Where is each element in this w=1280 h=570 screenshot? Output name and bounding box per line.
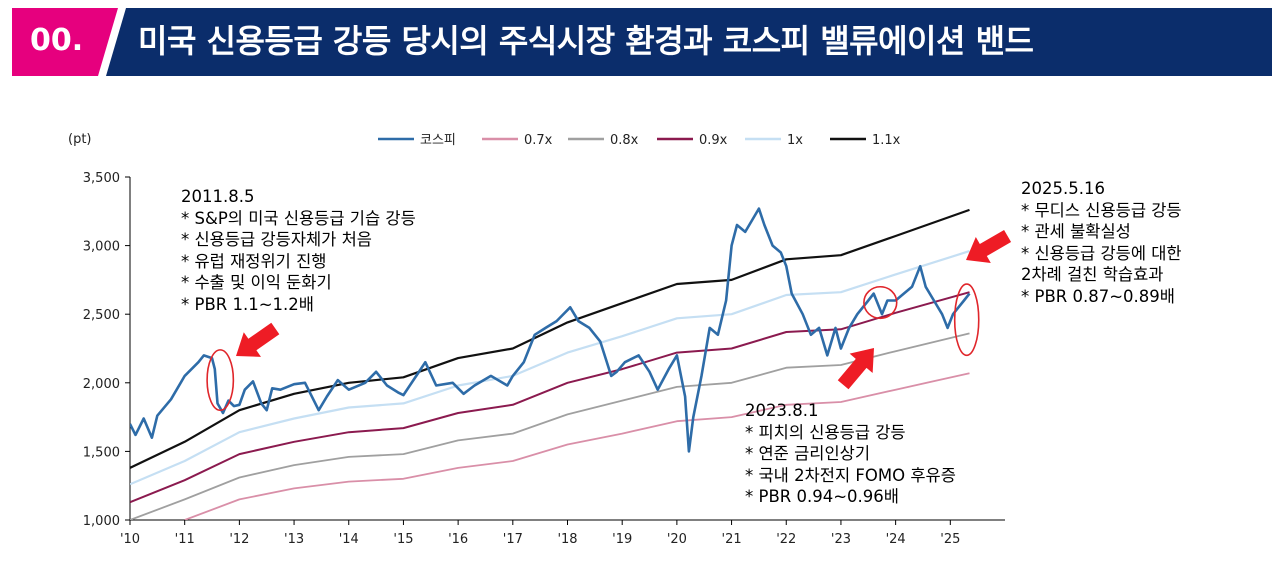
annotation-line: * 수출 및 이익 둔화기 — [181, 273, 332, 293]
annotation-line: * 신용등급 강등자체가 처음 — [181, 230, 372, 250]
legend-label: 1.1x — [872, 133, 901, 148]
page-title: 미국 신용등급 강등 당시의 주식시장 환경과 코스피 밸류에이션 밴드 — [138, 22, 1034, 60]
y-unit-label: (pt) — [68, 132, 92, 147]
annotation-2023: 2023.8.1 * 피치의 신용등급 강등 * 연준 금리인상기 * 국내 2… — [745, 400, 956, 508]
annotation-line: * 관세 불확실성 — [1021, 222, 1131, 242]
annotation-line: 2011.8.5 — [181, 187, 255, 206]
series-line-08x — [130, 332, 970, 520]
x-tick-label: '16 — [448, 532, 468, 547]
legend-label: 1x — [787, 133, 803, 148]
arrow-2025 — [966, 229, 1012, 263]
legend-label: 0.9x — [699, 133, 728, 148]
y-tick-label: 1,500 — [83, 445, 120, 460]
annotation-line: * S&P의 미국 신용등급 기습 강등 — [181, 208, 416, 228]
x-tick-label: '22 — [776, 532, 796, 547]
highlight-ellipse — [206, 349, 235, 412]
section-number: 00. — [30, 23, 84, 58]
annotation-line: * 유럽 재정위기 진행 — [181, 251, 327, 271]
x-tick-label: '14 — [339, 532, 359, 547]
series-line-07x — [184, 372, 970, 520]
annotation-line: 2025.5.16 — [1021, 179, 1105, 198]
arrow-shape — [236, 322, 280, 357]
x-tick-label: '13 — [284, 532, 304, 547]
x-tick-label: '11 — [175, 532, 195, 547]
x-tick-label: '12 — [229, 532, 249, 547]
annotation-line: * PBR 0.87~0.89배 — [1021, 286, 1175, 306]
annotation-line: * PBR 1.1~1.2배 — [181, 294, 314, 314]
header-background — [12, 8, 1272, 76]
arrow-2011 — [236, 322, 280, 357]
header-bar: 00. 미국 신용등급 강등 당시의 주식시장 환경과 코스피 밸류에이션 밴드 — [0, 0, 1280, 82]
series-line-코스피 — [130, 207, 971, 453]
annotation-line: * 국내 2차전지 FOMO 후유증 — [745, 465, 956, 485]
highlight-ellipse — [863, 285, 898, 320]
x-tick-label: '20 — [667, 532, 687, 547]
annotation-2025: 2025.5.16 * 무디스 신용등급 강등 * 관세 불확실성 * 신용등급… — [1021, 178, 1182, 308]
x-tick-label: '18 — [557, 532, 577, 547]
x-tick-label: '15 — [393, 532, 413, 547]
x-tick-label: '10 — [120, 532, 140, 547]
annotation-line: * 신용등급 강등에 대한 — [1021, 243, 1182, 263]
x-tick-label: '19 — [612, 532, 632, 547]
annotation-line: 2023.8.1 — [745, 401, 819, 420]
arrow-2023 — [837, 348, 874, 390]
y-tick-label: 1,000 — [83, 514, 120, 529]
arrow-shape — [837, 348, 874, 390]
series-line-1x — [130, 250, 970, 486]
legend-label: 0.8x — [610, 133, 639, 148]
x-tick-label: '23 — [831, 532, 851, 547]
x-tick-label: '25 — [940, 532, 960, 547]
annotation-line: * PBR 0.94~0.96배 — [745, 487, 899, 507]
annotation-2011: 2011.8.5 * S&P의 미국 신용등급 기습 강등 * 신용등급 강등자… — [181, 186, 416, 316]
legend-label: 코스피 — [420, 133, 456, 148]
x-tick-label: '24 — [886, 532, 906, 547]
annotation-line: * 무디스 신용등급 강등 — [1021, 200, 1182, 220]
y-tick-label: 3,500 — [83, 171, 120, 186]
annotation-line: 2차례 걸친 학습효과 — [1021, 265, 1164, 285]
x-tick-label: '21 — [722, 532, 742, 547]
x-tick-label: '17 — [503, 532, 523, 547]
y-tick-label: 3,000 — [83, 240, 120, 255]
y-tick-label: 2,000 — [83, 377, 120, 392]
annotation-line: * 연준 금리인상기 — [745, 444, 870, 464]
y-tick-label: 2,500 — [83, 308, 120, 323]
legend-label: 0.7x — [524, 133, 553, 148]
series-line-09x — [130, 291, 970, 504]
highlight-ellipse — [953, 283, 980, 357]
series-line-11x — [130, 208, 970, 469]
annotation-line: * 피치의 신용등급 강등 — [745, 422, 906, 442]
arrow-shape — [966, 229, 1012, 263]
